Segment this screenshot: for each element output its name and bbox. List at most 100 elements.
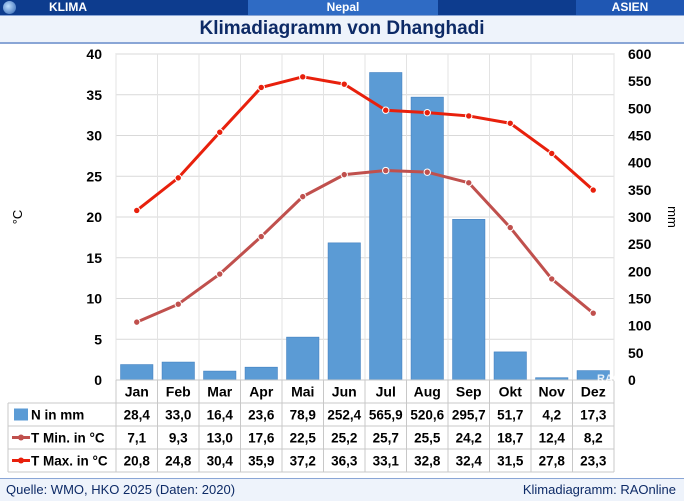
t-max-point xyxy=(548,149,556,158)
precipitation-bar xyxy=(493,351,527,381)
t-min-point xyxy=(216,270,224,278)
x-tick-label: Jun xyxy=(332,384,357,400)
table-cell-value: 33,0 xyxy=(165,408,191,423)
y-tick-right: 50 xyxy=(628,345,644,361)
t-min-point xyxy=(382,166,390,175)
t-max-point xyxy=(423,108,431,117)
continent-label: ASIEN xyxy=(576,0,684,15)
data-table: Jan Feb Mar Apr Mai Jun Jul Aug Sep Okt Nov Dez N in… xyxy=(7,379,615,473)
table-cell-value: 8,2 xyxy=(584,431,603,446)
precipitation-bar xyxy=(244,366,278,381)
table-cell-value: 565,9 xyxy=(369,408,403,423)
source-text: Quelle: WMO, HKO 2025 (Daten: 2020) xyxy=(6,482,236,497)
y-tick-right: 200 xyxy=(628,263,652,279)
y-tick-left: 10 xyxy=(86,291,102,307)
t-max-point xyxy=(465,112,473,120)
y-tick-right: 150 xyxy=(628,291,652,307)
x-tick-label: Aug xyxy=(414,384,441,400)
y-tick-left: 15 xyxy=(86,250,102,266)
y-tick-left: 5 xyxy=(94,331,102,347)
legend-entry: N in mm xyxy=(31,408,84,423)
grid-lines xyxy=(115,53,615,381)
t-min-point xyxy=(174,300,182,308)
table-cell-value: 520,6 xyxy=(410,408,444,423)
legend-key-point xyxy=(18,457,24,464)
y-tick-left: 40 xyxy=(86,46,102,62)
table-cell-value: 295,7 xyxy=(452,408,486,423)
table-cell-value: 24,8 xyxy=(165,454,192,469)
table-cell-value: 27,8 xyxy=(539,454,566,469)
x-tick-label: Okt xyxy=(499,384,523,400)
y-tick-right: 100 xyxy=(628,318,652,334)
table-cell-value: 17,6 xyxy=(248,431,275,446)
x-tick-label: Sep xyxy=(456,384,482,400)
y-axis-label-left: °C xyxy=(10,210,25,225)
axes: 0510152025303540050100150200250300350400… xyxy=(10,46,680,388)
table-cell-value: 25,2 xyxy=(331,431,357,446)
precipitation-bar xyxy=(203,370,237,381)
table-cell-value: 12,4 xyxy=(539,431,566,446)
table-cell-value: 20,8 xyxy=(124,454,151,469)
table-cell-value: 18,7 xyxy=(497,431,523,446)
table-cell-value: 23,3 xyxy=(580,454,607,469)
t-max-point xyxy=(340,80,348,88)
top-header-bar: KLIMA Nepal ASIEN xyxy=(0,0,684,15)
table-cell-value: 17,3 xyxy=(580,408,607,423)
t-max-point xyxy=(174,174,182,182)
climate-chart: 0510152025303540050100150200250300350400… xyxy=(7,46,680,473)
t-min-point xyxy=(465,179,473,187)
y-tick-right: 350 xyxy=(628,182,652,198)
t-min-point xyxy=(548,275,556,283)
t-min-point xyxy=(589,309,597,317)
t-min-point xyxy=(506,223,514,232)
y-tick-left: 20 xyxy=(86,209,102,225)
country-label: Nepal xyxy=(248,0,438,15)
t-min-line xyxy=(136,169,595,324)
table-cell-value: 36,3 xyxy=(331,454,358,469)
y-tick-right: 0 xyxy=(628,372,636,388)
table-cell-value: 51,7 xyxy=(497,408,523,423)
table-cell-value: 78,9 xyxy=(290,408,316,423)
klima-label: KLIMA xyxy=(49,0,87,14)
precipitation-bar xyxy=(120,364,154,381)
table-cell-value: 32,4 xyxy=(456,454,483,469)
t-max-point xyxy=(216,128,224,136)
legend-entry: T Min. in °C xyxy=(31,431,105,446)
x-tick-label: Dez xyxy=(581,384,606,400)
title-bar: Klimadiagramm von Dhanghadi xyxy=(0,15,684,44)
footer-bar: Quelle: WMO, HKO 2025 (Daten: 2020) Klim… xyxy=(0,478,684,501)
watermark-text: RAO xyxy=(597,373,622,385)
precipitation-bars xyxy=(120,72,610,381)
x-tick-label: Jul xyxy=(376,384,396,400)
y-tick-left: 0 xyxy=(94,372,102,388)
t-min-point xyxy=(133,318,141,326)
y-tick-right: 250 xyxy=(628,236,652,252)
table-cell-value: 30,4 xyxy=(207,454,234,469)
precipitation-bar xyxy=(286,336,320,381)
table-cell-value: 252,4 xyxy=(327,408,361,423)
table-cell-value: 23,6 xyxy=(248,408,275,423)
t-min-point xyxy=(299,192,307,201)
table-cell-value: 13,0 xyxy=(207,431,233,446)
temperature-lines xyxy=(133,73,597,326)
t-max-point xyxy=(257,83,265,92)
t-min-point xyxy=(340,170,348,179)
t-max-point xyxy=(589,186,597,194)
table-cell-value: 7,1 xyxy=(127,431,146,446)
table-cell-value: 9,3 xyxy=(169,431,188,446)
table-cell-value: 33,1 xyxy=(373,454,400,469)
table-cell-value: 28,4 xyxy=(124,408,151,423)
legend-key-point xyxy=(18,434,24,441)
y-tick-left: 35 xyxy=(86,87,102,103)
x-tick-label: Feb xyxy=(166,384,191,400)
x-tick-label: Jan xyxy=(125,384,149,400)
table-cell-value: 4,2 xyxy=(542,408,561,423)
y-tick-right: 300 xyxy=(628,209,652,225)
table-cell-value: 16,4 xyxy=(207,408,234,423)
y-tick-right: 450 xyxy=(628,128,652,144)
t-max-point xyxy=(506,119,514,127)
t-max-line xyxy=(135,75,595,212)
chart-title: Klimadiagramm von Dhanghadi xyxy=(199,18,485,39)
y-tick-right: 500 xyxy=(628,100,652,116)
